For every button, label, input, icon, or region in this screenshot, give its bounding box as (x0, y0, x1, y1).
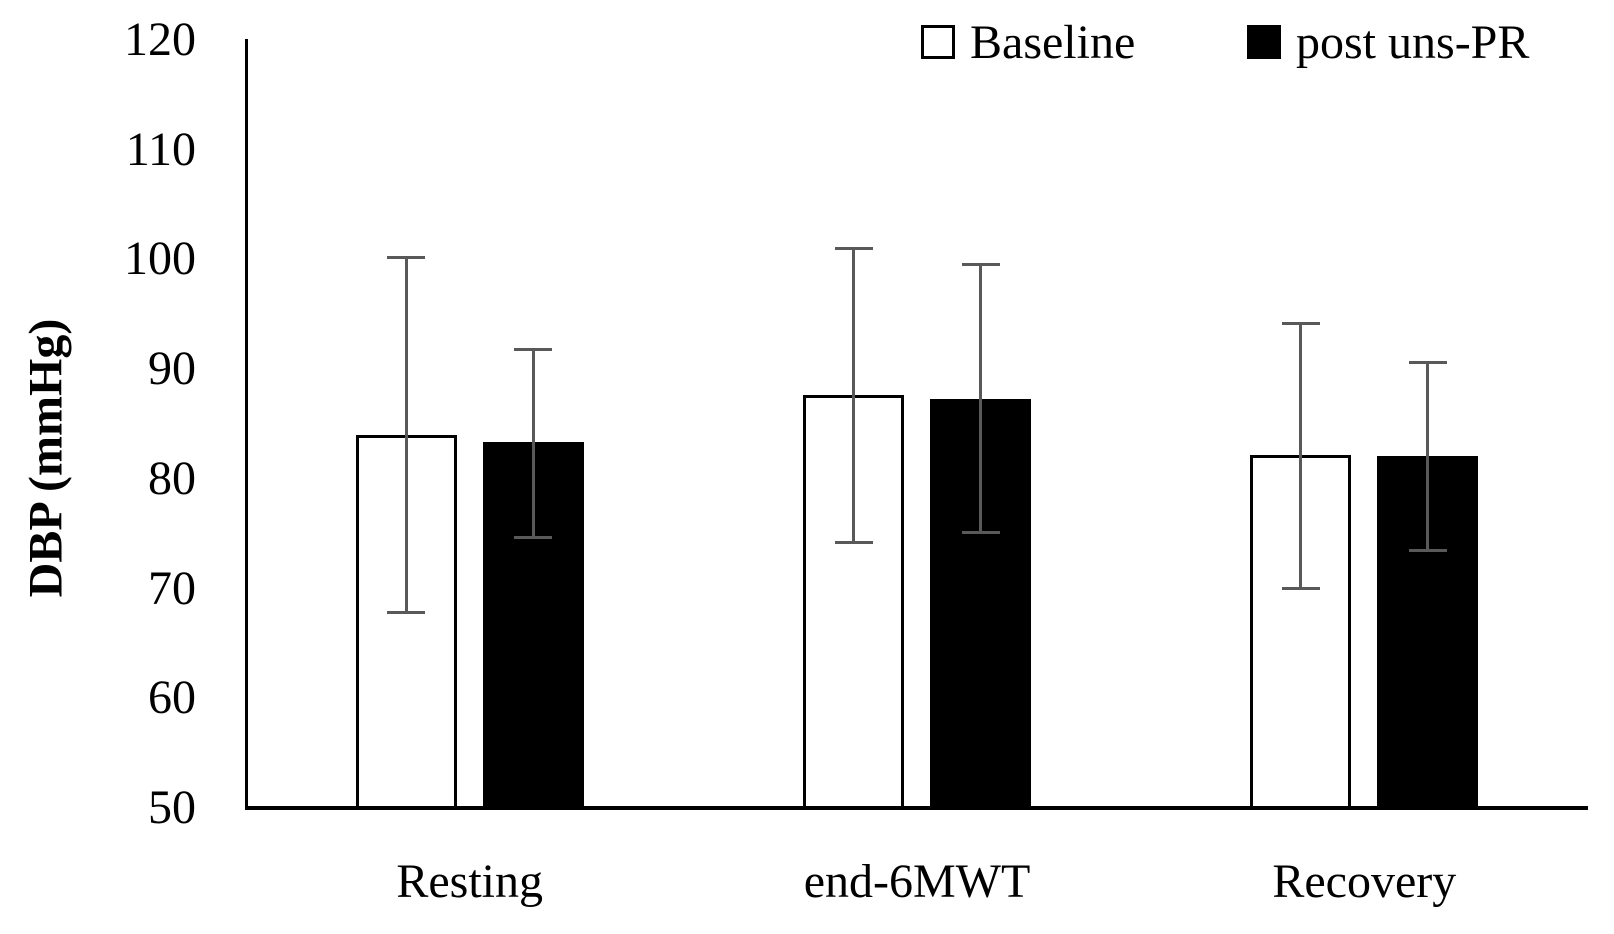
y-tick-label-80: 80 (148, 451, 196, 505)
y-tick-label-100: 100 (124, 232, 196, 286)
error-bar-cap-bottom-post-uns-pr-recovery (1408, 548, 1447, 552)
error-bar-whisker-post-uns-pr-resting (531, 349, 535, 537)
error-bar-whisker-baseline-recovery (1299, 323, 1303, 589)
error-bar-cap-bottom-post-uns-pr-end-6mwt (961, 531, 1000, 535)
error-bar-cap-top-baseline-recovery (1281, 321, 1320, 325)
error-bar-cap-top-post-uns-pr-recovery (1408, 361, 1447, 365)
y-tick-label-120: 120 (124, 13, 196, 66)
error-bar-cap-bottom-baseline-recovery (1281, 587, 1320, 591)
error-bar-cap-bottom-baseline-resting (387, 611, 426, 615)
error-bar-whisker-post-uns-pr-end-6mwt (979, 264, 982, 533)
error-bar-whisker-baseline-end-6mwt (852, 248, 855, 543)
error-bar-cap-top-post-uns-pr-resting (514, 347, 553, 351)
open-square-swatch-icon (921, 25, 955, 59)
y-tick-label-70: 70 (148, 561, 196, 615)
error-bar-cap-bottom-baseline-end-6mwt (834, 540, 873, 544)
error-bar-cap-bottom-post-uns-pr-resting (514, 535, 553, 539)
legend-label-post-uns-pr: post uns-PR (1296, 15, 1530, 69)
y-tick-label-50: 50 (148, 781, 196, 834)
category-label-recovery: Recovery (1272, 855, 1457, 908)
x-axis-line (245, 806, 1588, 810)
legend-item-baseline: Baseline (921, 10, 1135, 74)
error-bar-cap-top-post-uns-pr-end-6mwt (961, 263, 1000, 267)
error-bar-cap-top-baseline-end-6mwt (834, 246, 873, 250)
legend-item-post-uns-pr: post uns-PR (1247, 10, 1529, 74)
y-tick-label-90: 90 (148, 342, 196, 396)
y-tick-label-110: 110 (125, 122, 196, 176)
category-label-end-6mwt: end-6MWT (803, 855, 1031, 908)
error-bar-whisker-baseline-resting (404, 257, 408, 613)
filled-square-swatch-icon (1247, 25, 1281, 59)
y-axis-line (245, 39, 248, 810)
error-bar-cap-top-baseline-resting (387, 255, 426, 259)
y-tick-label-60: 60 (148, 671, 196, 725)
error-bar-whisker-post-uns-pr-recovery (1426, 362, 1430, 551)
legend-label-baseline: Baseline (970, 15, 1136, 69)
category-label-resting: Resting (396, 855, 543, 908)
